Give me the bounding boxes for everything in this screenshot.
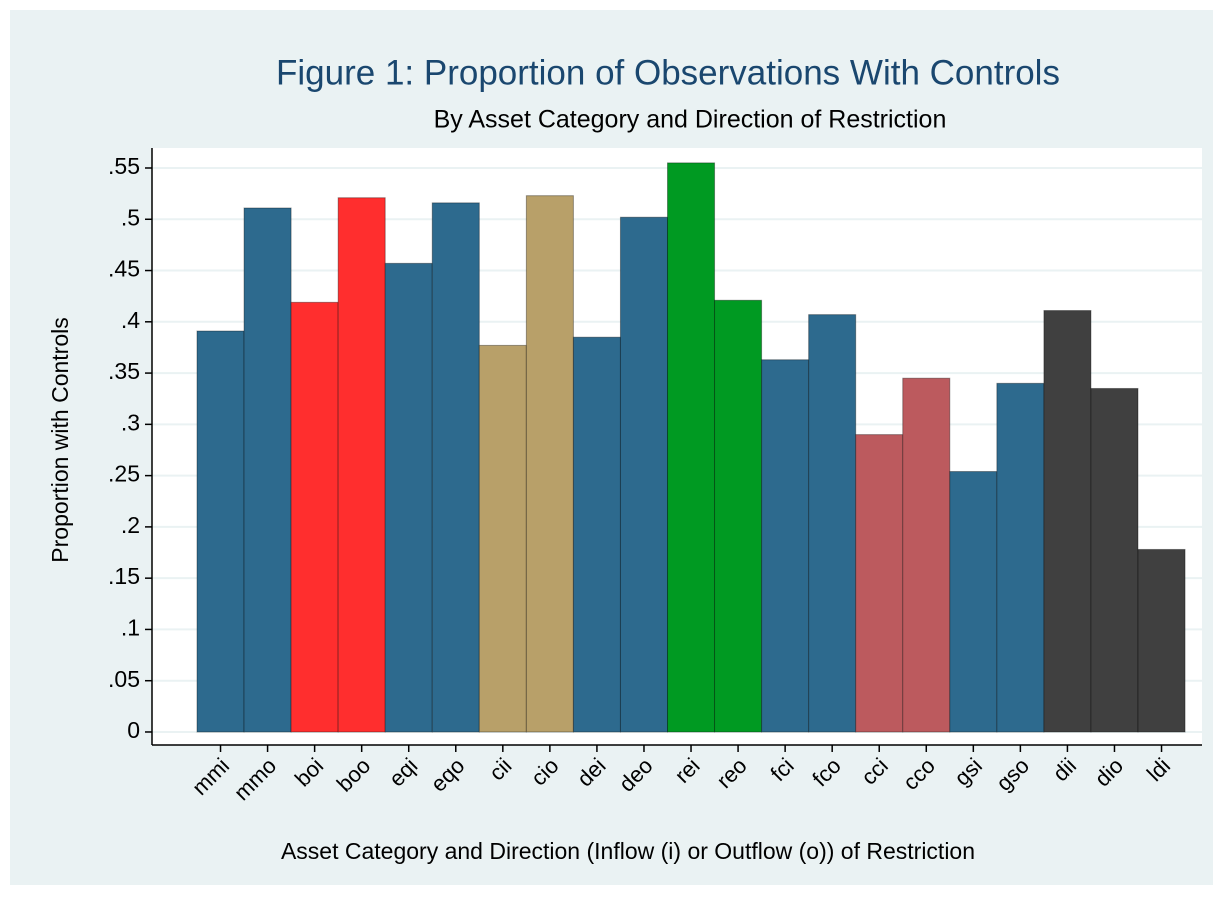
y-tick-label: .55 [108, 153, 140, 179]
bar [902, 377, 951, 733]
bar [761, 359, 810, 733]
y-tick-label: .3 [121, 409, 140, 435]
bar [996, 382, 1045, 733]
bar [525, 195, 574, 733]
y-tick-label: .1 [121, 615, 140, 641]
bar [855, 434, 904, 733]
bar [384, 262, 433, 733]
bar [290, 301, 339, 733]
y-tick-label: 0 [127, 717, 140, 743]
y-tick-label: .35 [108, 358, 140, 384]
bar [572, 336, 621, 733]
bar [478, 344, 527, 733]
bar [808, 314, 857, 733]
bar [243, 207, 292, 733]
chart-subtitle: By Asset Category and Direction of Restr… [434, 106, 947, 134]
bar [196, 330, 245, 733]
bar [1137, 548, 1186, 733]
bar [1090, 387, 1139, 733]
bar [431, 202, 480, 733]
bar [1043, 310, 1092, 733]
bars [196, 162, 1186, 733]
y-tick-label: .15 [108, 563, 140, 589]
bar [337, 197, 386, 733]
y-tick-label: .45 [108, 256, 140, 282]
x-axis-label: Asset Category and Direction (Inflow (i)… [281, 838, 975, 864]
bar [949, 471, 998, 733]
bar [667, 162, 716, 733]
y-tick-label: .05 [108, 666, 140, 692]
bar [619, 216, 669, 733]
y-tick-label: .25 [108, 461, 140, 487]
y-tick-label: .5 [121, 204, 140, 230]
chart-title: Figure 1: Proportion of Observations Wit… [276, 53, 1060, 92]
y-tick-label: .4 [121, 307, 140, 333]
y-axis-label: Proportion with Controls [47, 317, 73, 562]
y-tick-label: .2 [121, 512, 140, 538]
bar [714, 299, 763, 733]
